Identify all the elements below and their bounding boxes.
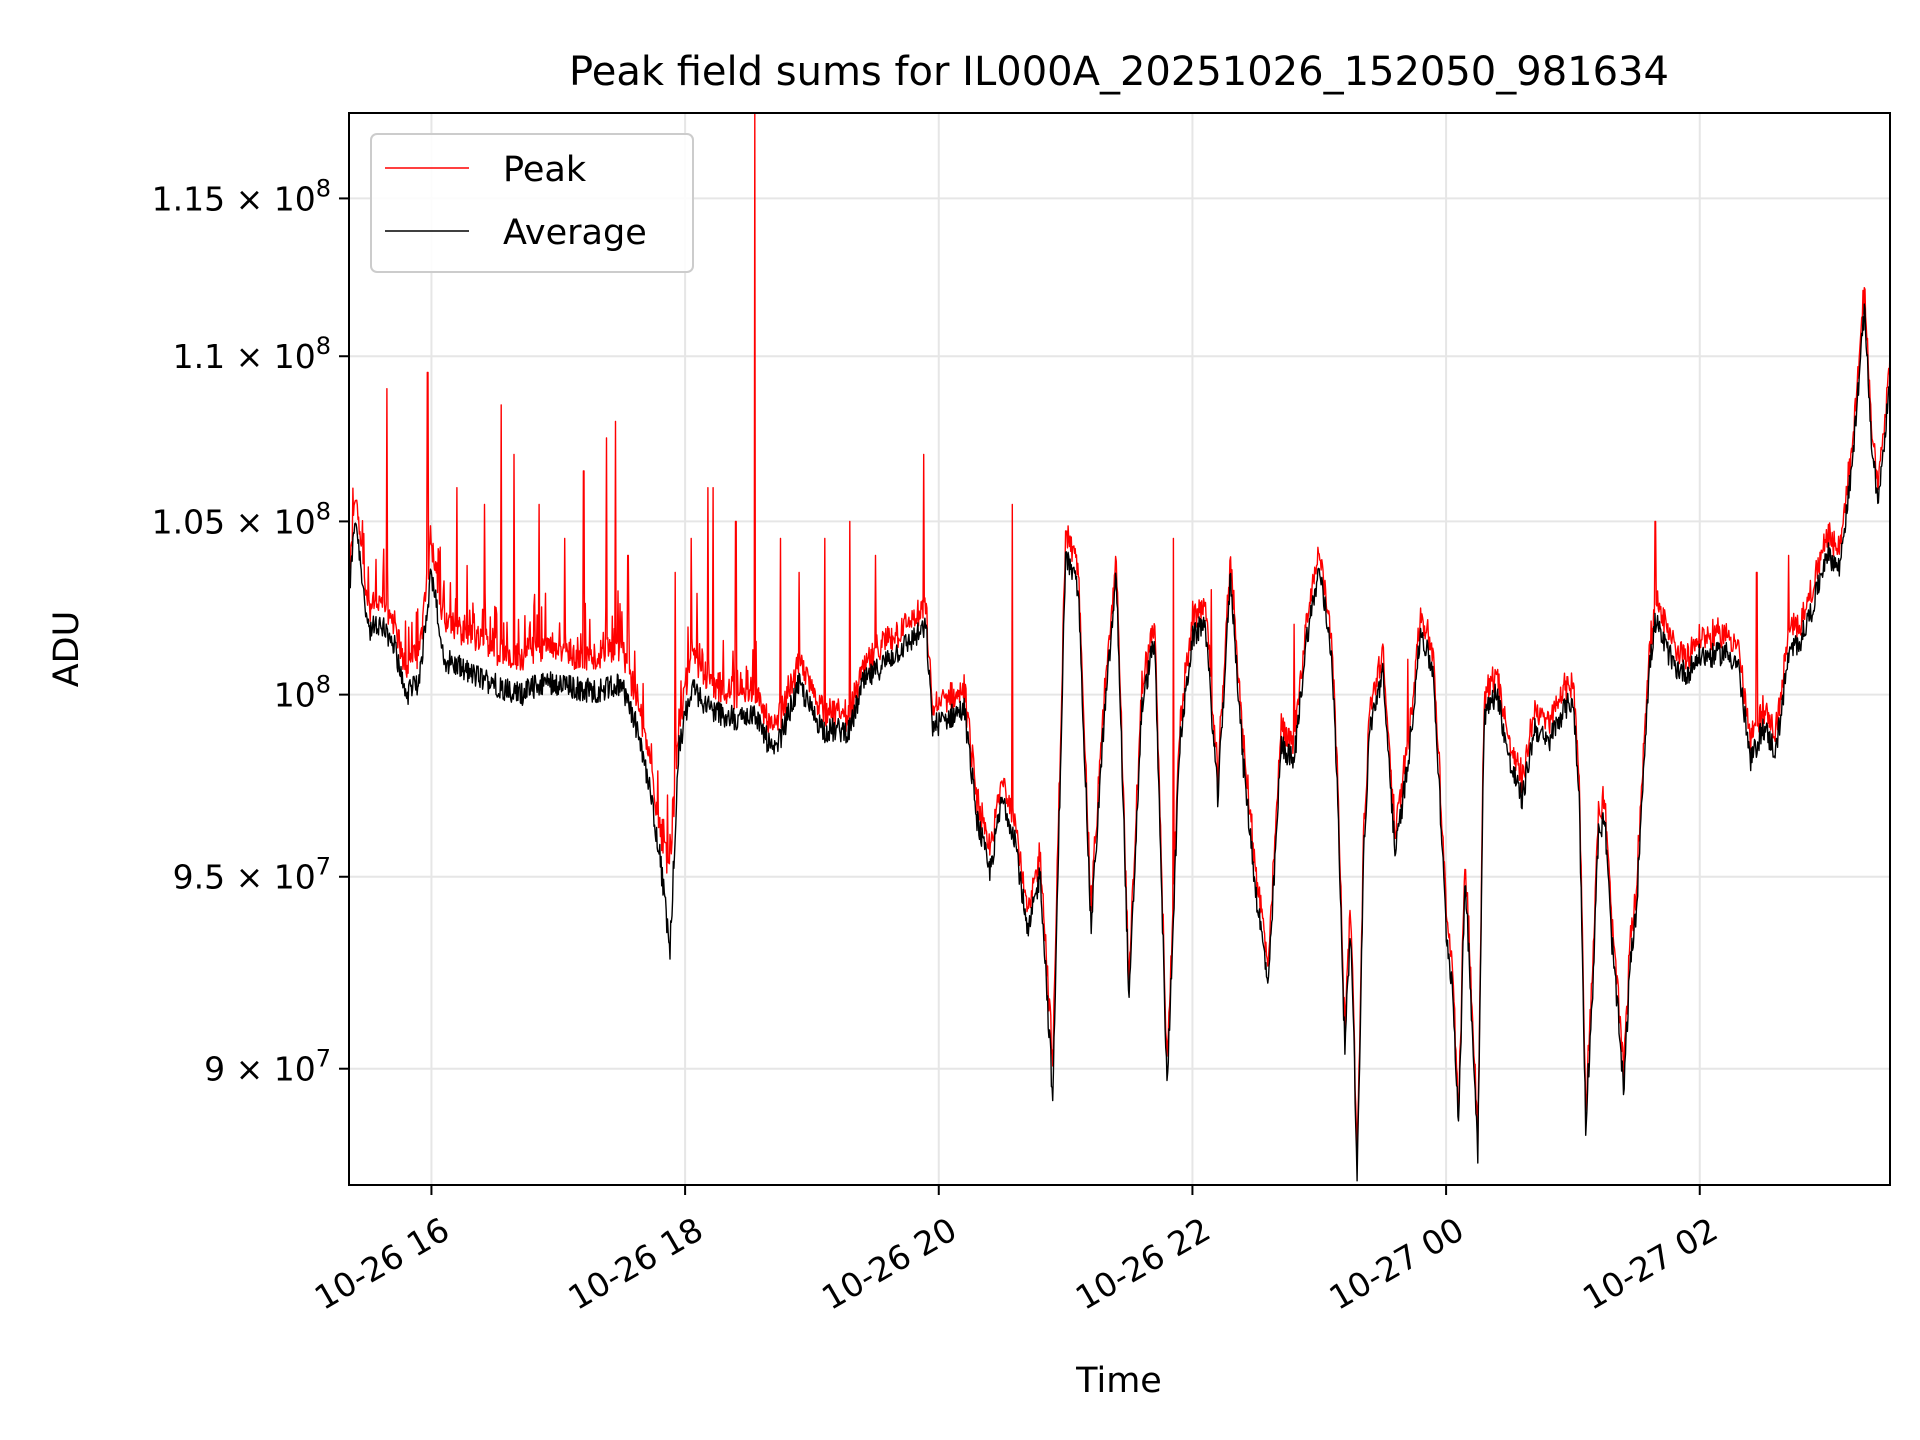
y-tick-mantissa: 9 × 10 <box>204 1050 316 1089</box>
y-tick-exponent: 8 <box>316 497 331 525</box>
y-tick-exponent: 8 <box>316 332 331 360</box>
y-tick-label: 1.15 × 108 <box>152 174 331 218</box>
y-tick-mantissa: 1.1 × 10 <box>173 337 316 376</box>
legend-label-peak: Peak <box>503 150 587 190</box>
y-tick-label: 1.1 × 108 <box>173 332 331 376</box>
y-tick-label: 9 × 107 <box>204 1045 331 1089</box>
y-tick-mantissa: 1.05 × 10 <box>152 502 316 541</box>
y-tick-mantissa: 1.15 × 10 <box>152 179 316 218</box>
y-tick-mantissa: 10 <box>274 676 316 715</box>
plot-frame <box>348 112 1891 1186</box>
y-axis-label: ADU <box>47 611 87 688</box>
x-axis-label: Time <box>1075 1361 1162 1401</box>
y-tick-label: 108 <box>274 671 331 715</box>
y-tick-label: 1.05 × 108 <box>152 497 331 541</box>
y-tick-exponent: 7 <box>316 853 331 881</box>
legend: Peak Average <box>370 133 694 273</box>
chart-title: Peak field sums for IL000A_20251026_1520… <box>569 49 1669 95</box>
series-layer <box>349 113 1890 1182</box>
series-line-average <box>349 303 1890 1182</box>
y-tick-exponent: 8 <box>316 671 331 699</box>
y-tick-label: 9.5 × 107 <box>173 853 331 897</box>
y-tick-mantissa: 9.5 × 10 <box>173 858 316 897</box>
y-tick-exponent: 7 <box>316 1045 331 1073</box>
y-tick-exponent: 8 <box>316 174 331 202</box>
legend-label-average: Average <box>503 213 647 253</box>
plot-area <box>349 113 1890 1182</box>
